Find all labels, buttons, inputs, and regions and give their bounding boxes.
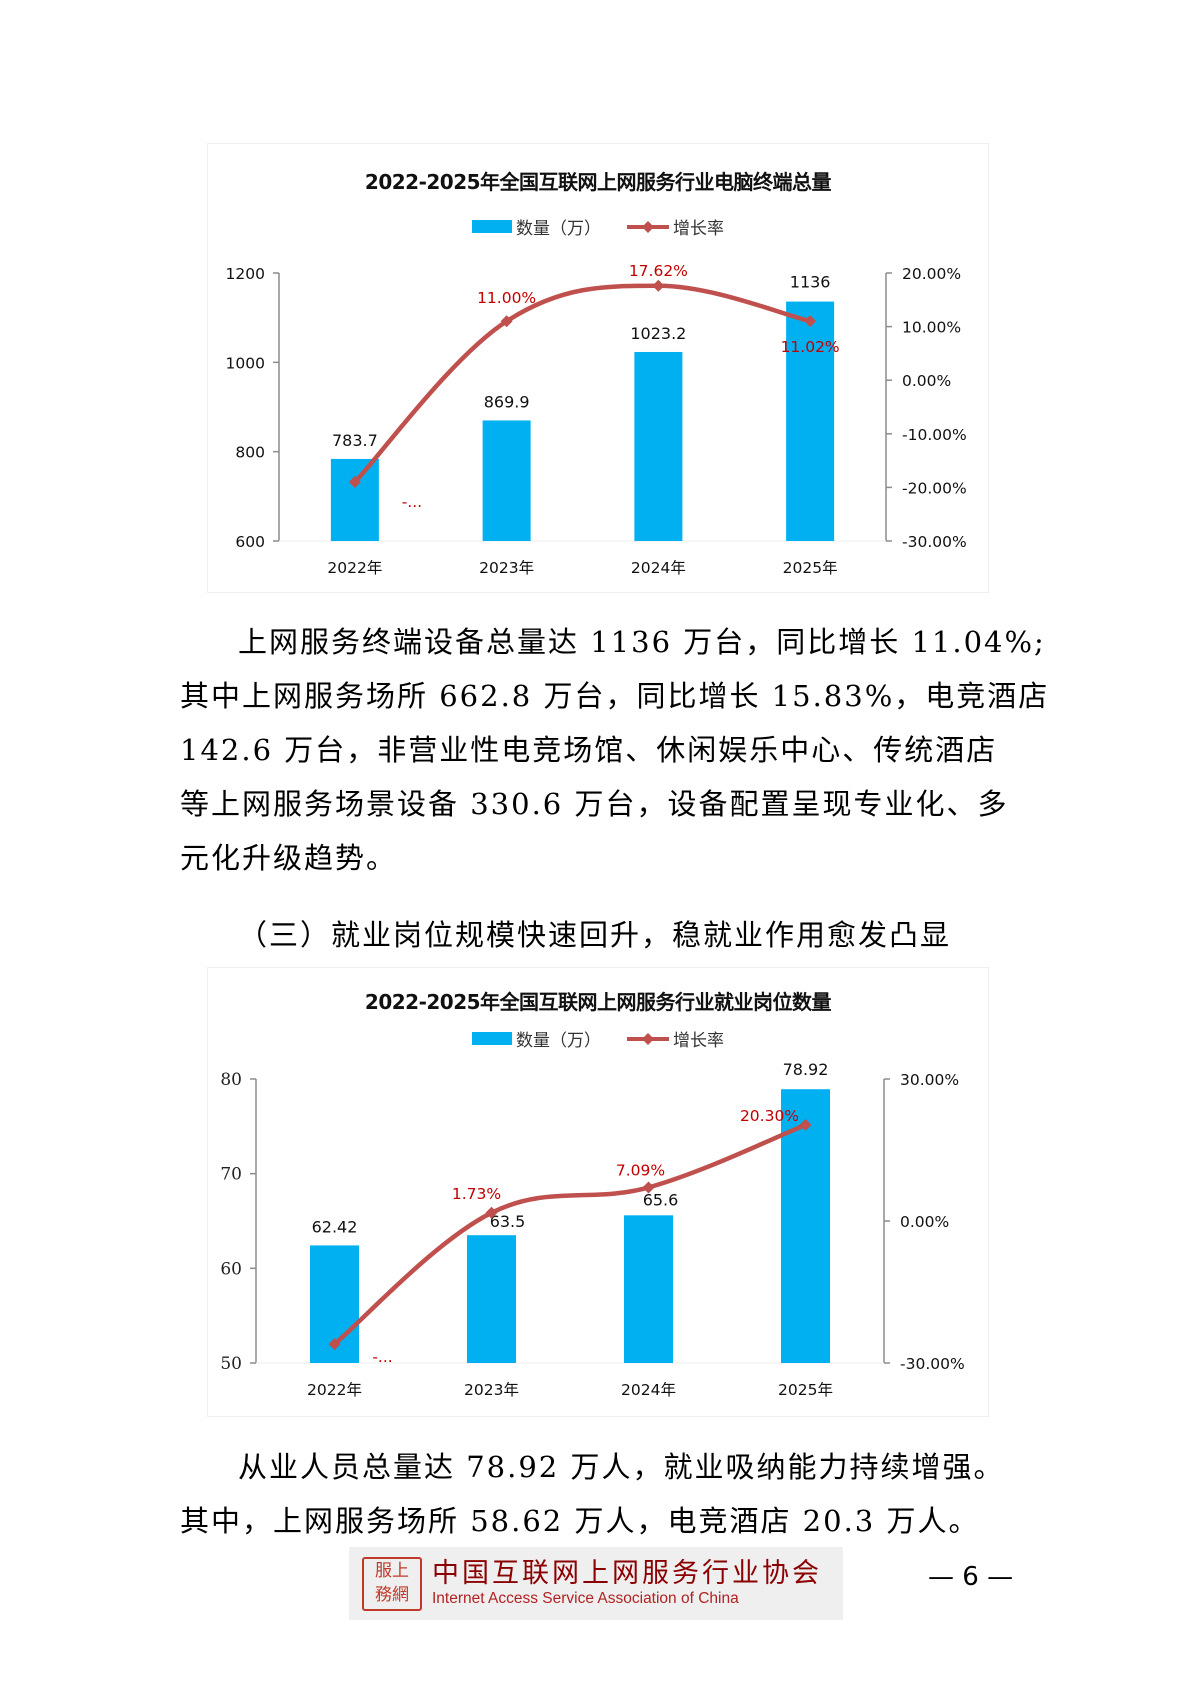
chart-plot-area: 50 60 70 80 -30.00% 0.00% 30.00% 2022年 2023年 2024… bbox=[220, 1060, 965, 1399]
legend-item-growth: 增长率 bbox=[627, 1026, 724, 1051]
growth-rate-marker bbox=[485, 1206, 498, 1219]
bar bbox=[634, 351, 683, 541]
seal-logo-icon: 服上 務網 bbox=[362, 1556, 422, 1611]
paragraph-line: 等上网服务场景设备 330.6 万台，设备配置呈现专业化、多 bbox=[180, 787, 1009, 821]
bar-value-label: 1136 bbox=[790, 273, 831, 292]
section-heading: （三）就业岗位规模快速回升，稳就业作用愈发凸显 bbox=[238, 918, 952, 952]
left-axis-tick-label: 60 bbox=[220, 1259, 242, 1279]
x-axis-category-label: 2023年 bbox=[464, 1381, 519, 1399]
bar bbox=[786, 301, 835, 541]
growth-rate-label: 20.30% bbox=[740, 1107, 799, 1125]
paragraph-line: 其中上网服务场所 662.8 万台，同比增长 15.83%，电竞酒店 bbox=[180, 679, 1050, 713]
paragraph-line: 上网服务终端设备总量达 1136 万台，同比增长 11.04%; bbox=[238, 625, 1046, 659]
left-axis-tick-label: 600 bbox=[235, 533, 265, 551]
left-axis-tick-label: 800 bbox=[235, 444, 265, 462]
growth-rate-marker bbox=[642, 1181, 655, 1194]
org-name-cn: 中国互联网上网服务行业协会 bbox=[432, 1557, 822, 1589]
chart-terminal-total: 2022-2025年全国互联网上网服务行业电脑终端总量 数量（万） 增长率 60… bbox=[207, 143, 989, 593]
chart-legend: 数量（万） 增长率 bbox=[208, 214, 988, 239]
x-axis-category-label: 2022年 bbox=[307, 1381, 362, 1399]
bar bbox=[330, 458, 379, 541]
growth-rate-label: 11.00% bbox=[477, 289, 536, 307]
right-axis-tick-label: 30.00% bbox=[900, 1071, 959, 1089]
legend-bar-swatch-icon bbox=[472, 1032, 512, 1045]
growth-rate-marker bbox=[348, 476, 361, 489]
legend-bar-swatch-icon bbox=[472, 220, 512, 233]
left-axis-tick-label: 70 bbox=[220, 1165, 242, 1185]
x-axis-category-label: 2025年 bbox=[778, 1381, 833, 1399]
bar bbox=[624, 1215, 673, 1363]
right-axis-tick-label: -30.00% bbox=[900, 1355, 965, 1373]
left-axis-tick-label: 50 bbox=[220, 1354, 242, 1374]
seal-text-top: 服上 bbox=[375, 1560, 409, 1581]
left-axis-tick-label: 80 bbox=[220, 1070, 242, 1090]
growth-rate-marker bbox=[500, 315, 513, 328]
legend-label: 数量（万） bbox=[516, 219, 601, 239]
right-axis-tick-label: 0.00% bbox=[900, 1213, 949, 1231]
bar bbox=[467, 1235, 516, 1363]
x-axis-category-label: 2022年 bbox=[327, 559, 382, 577]
bar-value-label: 62.42 bbox=[312, 1217, 358, 1236]
paragraph-employment-summary: 从业人员总量达 78.92 万人，就业吸纳能力持续增强。 其中，上网服务场所 5… bbox=[180, 1440, 1020, 1548]
chart-employment-positions: 2022-2025年全国互联网上网服务行业就业岗位数量 数量（万） 增长率 50… bbox=[207, 967, 989, 1417]
growth-rate-label: -... bbox=[402, 493, 422, 511]
growth-rate-label: 1.73% bbox=[452, 1185, 501, 1203]
bar-value-label: 63.5 bbox=[490, 1212, 526, 1231]
right-axis-tick-label: 0.00% bbox=[902, 372, 951, 390]
chart-legend: 数量（万） 增长率 bbox=[208, 1026, 988, 1051]
legend-label: 数量（万） bbox=[516, 1031, 601, 1051]
x-axis-category-label: 2025年 bbox=[783, 559, 838, 577]
org-name-en: Internet Access Service Association of C… bbox=[432, 1589, 739, 1607]
growth-rate-label: 7.09% bbox=[616, 1161, 665, 1179]
right-axis-tick-label: 10.00% bbox=[902, 319, 961, 337]
growth-rate-label: 11.02% bbox=[781, 338, 840, 356]
growth-rate-label: -... bbox=[372, 1348, 392, 1366]
paragraph-line: 其中，上网服务场所 58.62 万人，电竞酒店 20.3 万人。 bbox=[180, 1504, 980, 1538]
growth-rate-marker bbox=[328, 1338, 341, 1351]
right-axis-tick-label: 20.00% bbox=[902, 265, 961, 283]
legend-item-quantity: 数量（万） bbox=[472, 214, 601, 239]
chart-plot-area: 600 800 1000 1200 -30.00% -20.00% -10.00% 0.00%… bbox=[226, 262, 967, 577]
seal-text-bottom: 務網 bbox=[375, 1584, 409, 1605]
bar-value-label: 783.7 bbox=[332, 431, 378, 450]
legend-line-marker-icon bbox=[627, 1032, 669, 1045]
association-logo: 服上 務網 中国互联网上网服务行业协会 Internet Access Serv… bbox=[349, 1547, 843, 1620]
legend-label: 增长率 bbox=[673, 1031, 724, 1051]
chart-title: 2022-2025年全国互联网上网服务行业电脑终端总量 bbox=[364, 170, 832, 194]
legend-line-marker-icon bbox=[627, 220, 669, 233]
left-axis-tick-label: 1200 bbox=[226, 265, 265, 283]
bar-value-label: 869.9 bbox=[484, 392, 530, 411]
chart-title: 2022-2025年全国互联网上网服务行业就业岗位数量 bbox=[364, 990, 832, 1014]
growth-rate-line bbox=[352, 283, 813, 485]
paragraph-terminal-summary: 上网服务终端设备总量达 1136 万台，同比增长 11.04%; 其中上网服务场… bbox=[180, 615, 1050, 885]
page-number: — 6 — bbox=[928, 1562, 1014, 1592]
x-axis-category-label: 2024年 bbox=[631, 559, 686, 577]
legend-item-quantity: 数量（万） bbox=[472, 1026, 601, 1051]
growth-rate-marker bbox=[804, 315, 817, 328]
bar-value-label: 78.92 bbox=[783, 1060, 829, 1079]
right-axis-tick-label: -20.00% bbox=[902, 479, 967, 497]
x-axis-category-label: 2024年 bbox=[621, 1381, 676, 1399]
growth-rate-label: 17.62% bbox=[629, 262, 688, 280]
legend-label: 增长率 bbox=[673, 219, 724, 239]
paragraph-line: 142.6 万台，非营业性电竞场馆、休闲娱乐中心、传统酒店 bbox=[180, 733, 998, 767]
growth-rate-line bbox=[332, 1122, 808, 1347]
legend-item-growth: 增长率 bbox=[627, 214, 724, 239]
left-axis-tick-label: 1000 bbox=[226, 354, 265, 372]
paragraph-line: 元化升级趋势。 bbox=[180, 841, 398, 875]
right-axis-tick-label: -30.00% bbox=[902, 533, 967, 551]
right-axis-tick-label: -10.00% bbox=[902, 426, 967, 444]
bar-value-label: 65.6 bbox=[643, 1190, 679, 1209]
growth-rate-marker bbox=[799, 1118, 812, 1131]
bar-value-label: 1023.2 bbox=[630, 324, 686, 343]
bar bbox=[781, 1089, 830, 1363]
bar bbox=[482, 420, 531, 541]
paragraph-line: 从业人员总量达 78.92 万人，就业吸纳能力持续增强。 bbox=[238, 1450, 1005, 1484]
x-axis-category-label: 2023年 bbox=[479, 559, 534, 577]
growth-rate-marker bbox=[652, 279, 665, 292]
